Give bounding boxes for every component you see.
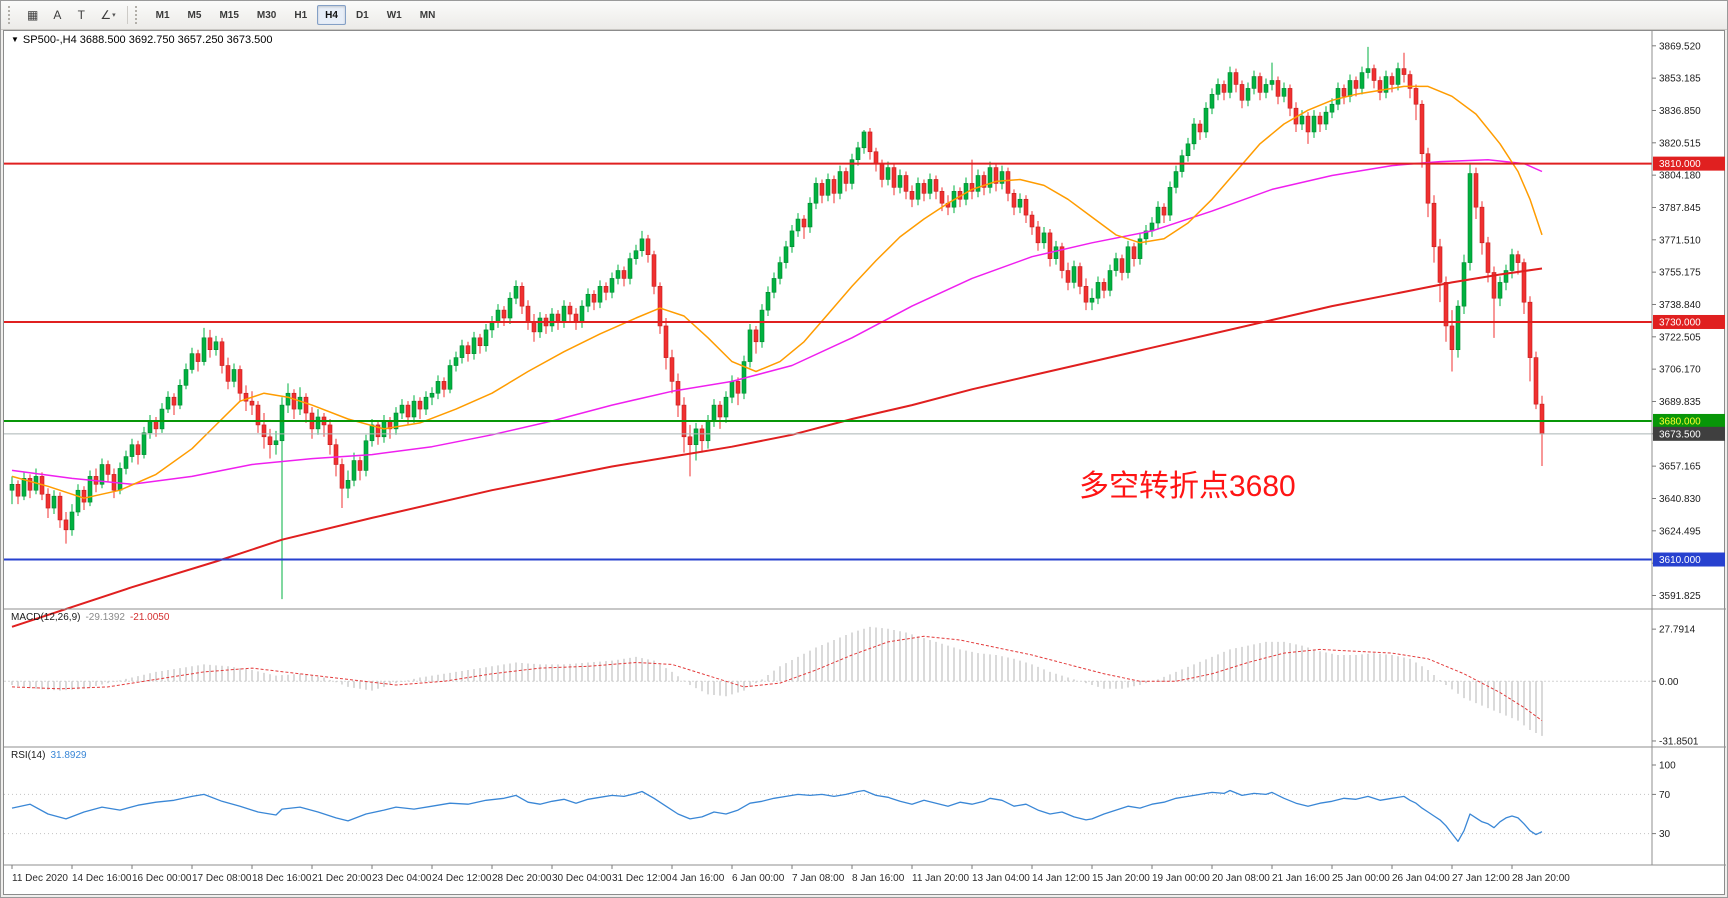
svg-text:27.7914: 27.7914 <box>1659 625 1696 636</box>
svg-text:3771.510: 3771.510 <box>1659 235 1701 246</box>
timeframe-button[interactable]: M5 <box>180 5 210 25</box>
ma-fast-orange <box>11 85 1543 499</box>
svg-text:3591.825: 3591.825 <box>1659 591 1701 602</box>
svg-text:14 Dec 16:00: 14 Dec 16:00 <box>72 873 132 884</box>
objects-grid-glyph: ▦ <box>27 8 39 22</box>
hline-price-badge: 3610.000 <box>1653 552 1725 567</box>
svg-text:3755.175: 3755.175 <box>1659 268 1701 279</box>
chevron-down-icon: ▾ <box>112 12 116 19</box>
svg-text:4 Jan 16:00: 4 Jan 16:00 <box>672 873 725 884</box>
ma-slow-red <box>11 267 1543 628</box>
svg-text:16 Dec 00:00: 16 Dec 00:00 <box>132 873 192 884</box>
svg-text:26 Jan 04:00: 26 Jan 04:00 <box>1392 873 1450 884</box>
svg-text:0.00: 0.00 <box>1659 677 1679 688</box>
timeframe-button[interactable]: M30 <box>249 5 284 25</box>
rsi-pane <box>4 789 1652 843</box>
svg-text:3610.000: 3610.000 <box>1659 555 1701 566</box>
svg-text:21 Dec 20:00: 21 Dec 20:00 <box>312 873 372 884</box>
hline-price-badge: 3730.000 <box>1653 314 1725 329</box>
svg-text:3869.520: 3869.520 <box>1659 41 1701 52</box>
svg-text:23 Dec 04:00: 23 Dec 04:00 <box>372 873 432 884</box>
svg-text:30 Dec 04:00: 30 Dec 04:00 <box>552 873 612 884</box>
macd-pane <box>4 626 1652 736</box>
chart-canvas[interactable]: 3869.520 3853.185 3836.850 3820.515 3804.180… <box>4 31 1726 896</box>
macd-axis: 27.7914 0.00 -31.8501 <box>1652 625 1699 747</box>
svg-text:3624.495: 3624.495 <box>1659 526 1701 537</box>
text-label-glyph: T <box>77 8 86 22</box>
svg-text:24 Dec 12:00: 24 Dec 12:00 <box>432 873 492 884</box>
chart-area[interactable]: 3869.520 3853.185 3836.850 3820.515 3804.180… <box>3 30 1726 896</box>
svg-text:11 Jan 20:00: 11 Jan 20:00 <box>912 873 970 884</box>
svg-text:20 Jan 08:00: 20 Jan 08:00 <box>1212 873 1270 884</box>
price-badges: 3810.000 3730.000 3680.000 3610.000 3673.500 <box>1653 156 1725 567</box>
svg-text:14 Jan 12:00: 14 Jan 12:00 <box>1032 873 1090 884</box>
timeframe-button[interactable]: M1 <box>148 5 178 25</box>
svg-text:3706.170: 3706.170 <box>1659 365 1701 376</box>
timeframe-button[interactable]: D1 <box>348 5 377 25</box>
toolbar: ▦ A T ∠ ▾ M1 M5 M15 M30 H1 H4 D1 W1 MN <box>1 1 1727 30</box>
svg-text:3787.845: 3787.845 <box>1659 203 1701 214</box>
svg-text:70: 70 <box>1659 790 1671 801</box>
svg-text:3810.000: 3810.000 <box>1659 159 1701 170</box>
text-annotation-icon[interactable]: A <box>45 4 69 26</box>
svg-text:8 Jan 16:00: 8 Jan 16:00 <box>852 873 905 884</box>
svg-text:3730.000: 3730.000 <box>1659 317 1701 328</box>
objects-grid-icon[interactable]: ▦ <box>20 4 45 26</box>
timeframe-button[interactable]: M15 <box>211 5 246 25</box>
toolbar-separator <box>126 6 128 24</box>
svg-text:13 Jan 04:00: 13 Jan 04:00 <box>972 873 1030 884</box>
svg-text:11 Dec 2020: 11 Dec 2020 <box>12 873 68 884</box>
svg-text:25 Jan 00:00: 25 Jan 00:00 <box>1332 873 1390 884</box>
hline-price-badge: 3810.000 <box>1653 156 1725 171</box>
svg-text:3640.830: 3640.830 <box>1659 494 1701 505</box>
svg-text:28 Jan 20:00: 28 Jan 20:00 <box>1512 873 1570 884</box>
svg-text:100: 100 <box>1659 761 1676 772</box>
svg-text:3657.165: 3657.165 <box>1659 462 1701 473</box>
candles-layer[interactable] <box>9 46 1545 600</box>
toolbar-grip[interactable] <box>8 6 14 24</box>
angle-tool-icon[interactable]: ∠ ▾ <box>93 4 122 26</box>
svg-text:27 Jan 12:00: 27 Jan 12:00 <box>1452 873 1510 884</box>
svg-text:3680.000: 3680.000 <box>1659 416 1701 427</box>
svg-text:21 Jan 16:00: 21 Jan 16:00 <box>1272 873 1330 884</box>
svg-text:-31.8501: -31.8501 <box>1659 736 1699 747</box>
svg-text:3836.850: 3836.850 <box>1659 106 1701 117</box>
timeframe-button[interactable]: H4 <box>317 5 346 25</box>
svg-text:19 Jan 00:00: 19 Jan 00:00 <box>1152 873 1210 884</box>
text-annotation-glyph: A <box>53 8 62 22</box>
svg-text:31 Dec 12:00: 31 Dec 12:00 <box>612 873 672 884</box>
rsi-axis: 100 70 30 <box>1652 761 1676 840</box>
timeframe-button[interactable]: W1 <box>379 5 410 25</box>
angle-tool-glyph: ∠ <box>100 8 112 22</box>
pane-frames <box>4 31 1726 866</box>
timeframe-button[interactable]: H1 <box>286 5 315 25</box>
svg-text:3853.185: 3853.185 <box>1659 74 1701 85</box>
bid-price-badge: 3673.500 <box>1653 426 1725 441</box>
svg-text:3689.835: 3689.835 <box>1659 397 1701 408</box>
svg-text:30: 30 <box>1659 829 1671 840</box>
hline-price-badge: 3680.000 <box>1653 413 1725 428</box>
svg-text:6 Jan 00:00: 6 Jan 00:00 <box>732 873 785 884</box>
svg-text:3673.500: 3673.500 <box>1659 429 1701 440</box>
svg-text:3722.505: 3722.505 <box>1659 332 1701 343</box>
ma-mid-magenta <box>11 158 1543 486</box>
svg-text:18 Dec 16:00: 18 Dec 16:00 <box>252 873 312 884</box>
svg-text:28 Dec 20:00: 28 Dec 20:00 <box>492 873 552 884</box>
svg-text:3820.515: 3820.515 <box>1659 138 1701 149</box>
svg-text:17 Dec 08:00: 17 Dec 08:00 <box>192 873 252 884</box>
svg-text:7 Jan 08:00: 7 Jan 08:00 <box>792 873 845 884</box>
time-axis: 11 Dec 2020 14 Dec 16:00 16 Dec 00:00 17 De… <box>11 865 1570 884</box>
svg-text:3738.840: 3738.840 <box>1659 300 1701 311</box>
svg-text:15 Jan 20:00: 15 Jan 20:00 <box>1092 873 1150 884</box>
timeframe-button[interactable]: MN <box>412 5 444 25</box>
svg-text:3804.180: 3804.180 <box>1659 171 1701 182</box>
toolbar-grip[interactable] <box>134 6 141 24</box>
text-label-icon[interactable]: T <box>69 4 93 26</box>
